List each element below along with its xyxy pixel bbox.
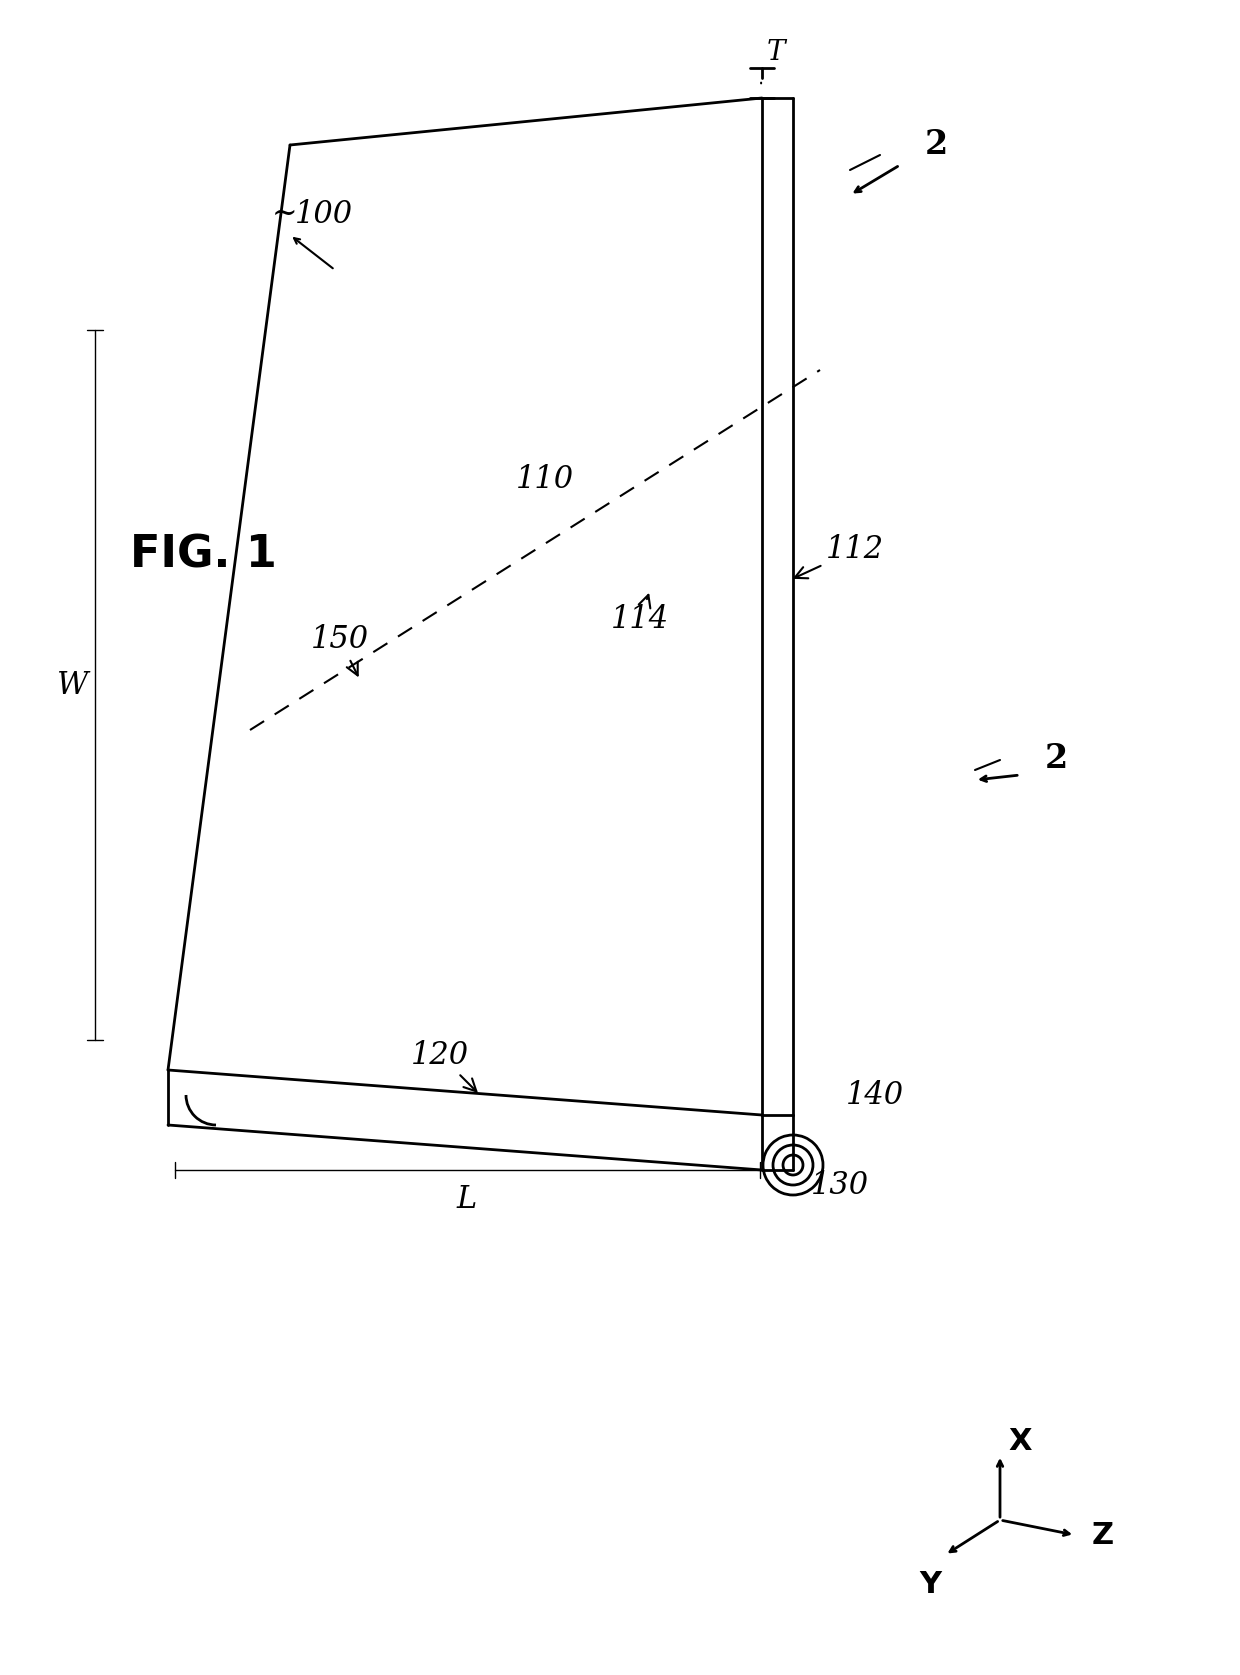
- Text: 110: 110: [516, 464, 574, 496]
- Text: 100: 100: [295, 199, 353, 229]
- Text: 140: 140: [846, 1079, 904, 1111]
- Text: ~: ~: [272, 199, 298, 229]
- Text: Y: Y: [919, 1569, 941, 1600]
- Text: W: W: [57, 670, 89, 700]
- Text: 130: 130: [811, 1169, 869, 1201]
- Text: 114: 114: [611, 595, 670, 635]
- Text: 112: 112: [795, 534, 884, 578]
- Text: FIG. 1: FIG. 1: [130, 534, 277, 576]
- Text: 150: 150: [311, 625, 370, 675]
- Text: 2: 2: [1045, 742, 1068, 774]
- Text: L: L: [456, 1184, 477, 1216]
- Text: T: T: [768, 39, 785, 65]
- Text: X: X: [1008, 1427, 1032, 1457]
- Text: 120: 120: [410, 1040, 476, 1092]
- Text: Z: Z: [1092, 1521, 1114, 1549]
- Text: 2: 2: [925, 129, 949, 161]
